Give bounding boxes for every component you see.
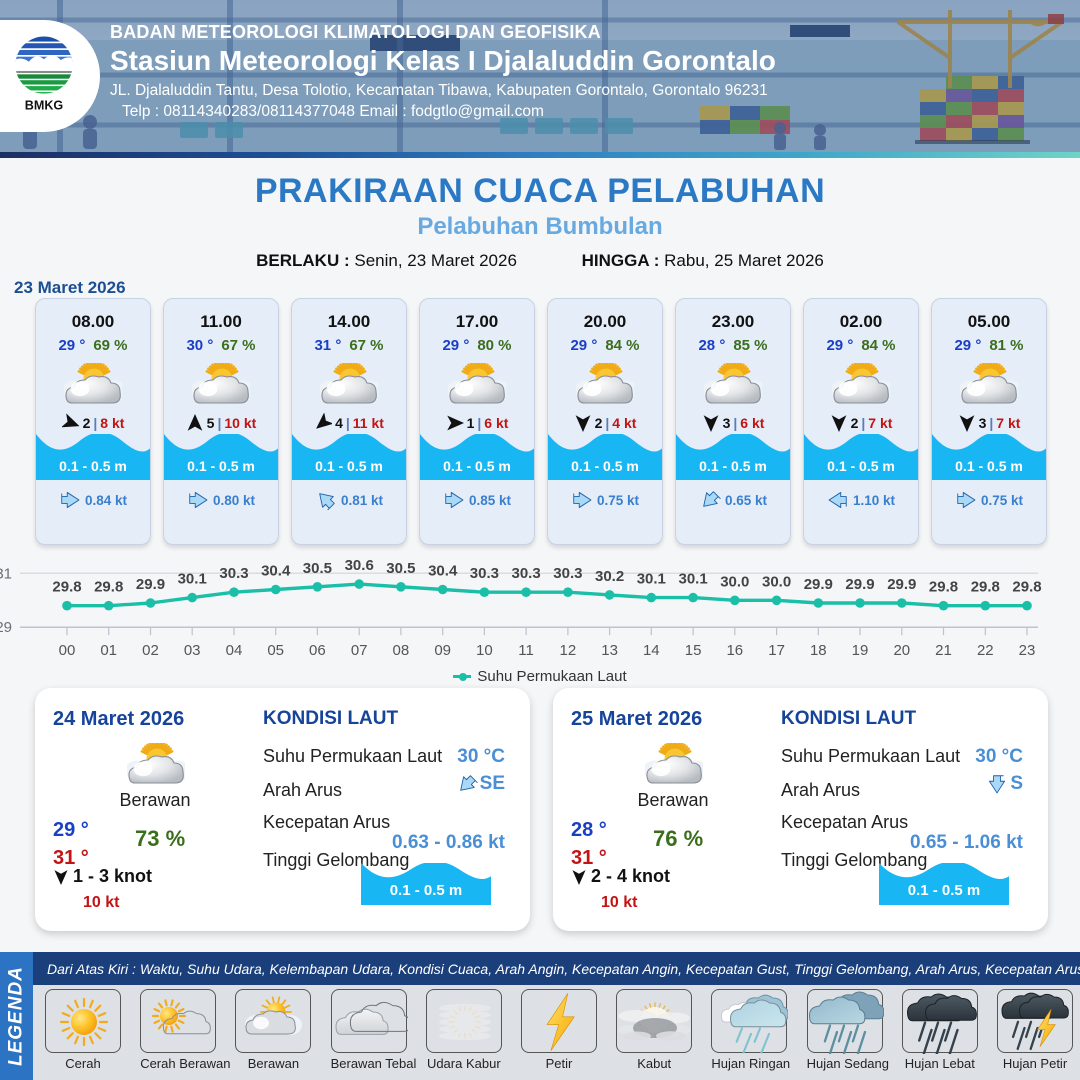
svg-text:29.8: 29.8 <box>971 579 1000 596</box>
svg-text:02: 02 <box>142 642 159 659</box>
svg-text:30.1: 30.1 <box>178 571 207 588</box>
svg-text:07: 07 <box>351 642 368 659</box>
svg-text:18: 18 <box>810 642 827 659</box>
svg-text:30.5: 30.5 <box>303 560 332 577</box>
svg-text:30.1: 30.1 <box>678 571 707 588</box>
svg-text:29.9: 29.9 <box>887 576 916 593</box>
svg-text:16: 16 <box>726 642 743 659</box>
svg-text:30.3: 30.3 <box>219 565 248 582</box>
svg-text:03: 03 <box>184 642 201 659</box>
svg-text:30.2: 30.2 <box>595 568 624 585</box>
svg-text:29.9: 29.9 <box>804 576 833 593</box>
svg-text:19: 19 <box>852 642 869 659</box>
svg-text:30.3: 30.3 <box>553 565 582 582</box>
svg-text:22: 22 <box>977 642 994 659</box>
svg-text:29: 29 <box>0 619 12 636</box>
svg-text:29.8: 29.8 <box>52 579 81 596</box>
svg-text:15: 15 <box>685 642 702 659</box>
svg-text:30.5: 30.5 <box>386 560 415 577</box>
svg-text:30.0: 30.0 <box>720 573 749 590</box>
svg-text:30.3: 30.3 <box>511 565 540 582</box>
svg-text:17: 17 <box>768 642 785 659</box>
svg-text:29.9: 29.9 <box>136 576 165 593</box>
svg-text:06: 06 <box>309 642 326 659</box>
svg-text:20: 20 <box>893 642 910 659</box>
svg-text:30.1: 30.1 <box>637 571 666 588</box>
svg-text:23: 23 <box>1019 642 1036 659</box>
svg-text:00: 00 <box>59 642 76 659</box>
svg-text:29.8: 29.8 <box>94 579 123 596</box>
svg-text:11: 11 <box>518 642 534 659</box>
svg-text:30.4: 30.4 <box>428 563 458 580</box>
svg-text:09: 09 <box>434 642 451 659</box>
svg-text:30.0: 30.0 <box>762 573 791 590</box>
svg-text:29.9: 29.9 <box>845 576 874 593</box>
svg-text:31: 31 <box>0 565 12 582</box>
svg-text:30.3: 30.3 <box>470 565 499 582</box>
svg-text:01: 01 <box>100 642 117 659</box>
svg-text:10: 10 <box>476 642 493 659</box>
svg-text:13: 13 <box>601 642 618 659</box>
svg-text:05: 05 <box>267 642 284 659</box>
svg-text:29.8: 29.8 <box>1012 579 1041 596</box>
svg-text:30.6: 30.6 <box>345 557 374 574</box>
svg-text:29.8: 29.8 <box>929 579 958 596</box>
svg-text:14: 14 <box>643 642 660 659</box>
svg-text:21: 21 <box>935 642 952 659</box>
svg-text:12: 12 <box>560 642 577 659</box>
svg-text:30.4: 30.4 <box>261 563 291 580</box>
svg-text:04: 04 <box>226 642 243 659</box>
svg-text:08: 08 <box>393 642 410 659</box>
